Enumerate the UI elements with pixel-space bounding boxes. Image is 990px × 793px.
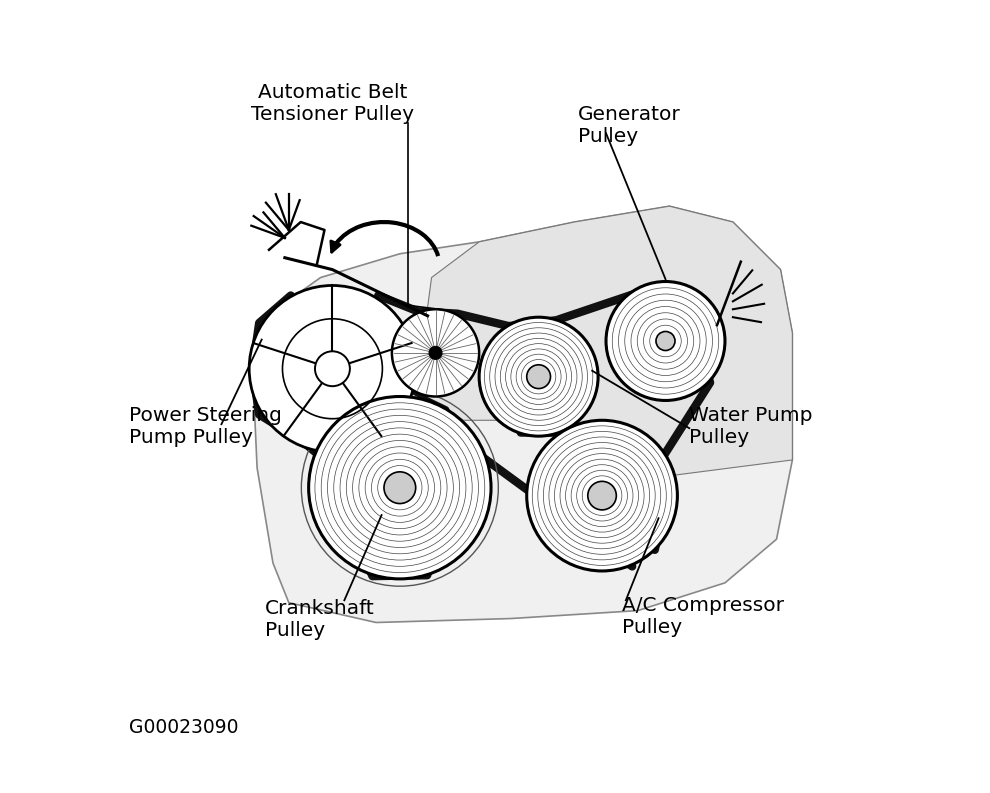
Polygon shape bbox=[253, 206, 792, 623]
Circle shape bbox=[309, 396, 491, 579]
Circle shape bbox=[315, 351, 349, 386]
Text: Automatic Belt
Tensioner Pulley: Automatic Belt Tensioner Pulley bbox=[250, 83, 414, 125]
Circle shape bbox=[430, 347, 442, 359]
Text: A/C Compressor
Pulley: A/C Compressor Pulley bbox=[622, 596, 784, 638]
Circle shape bbox=[392, 309, 479, 396]
Circle shape bbox=[384, 472, 416, 504]
Circle shape bbox=[527, 365, 550, 389]
Circle shape bbox=[588, 481, 617, 510]
Text: Power Steering
Pump Pulley: Power Steering Pump Pulley bbox=[129, 406, 281, 447]
Circle shape bbox=[249, 285, 416, 452]
Text: Generator
Pulley: Generator Pulley bbox=[578, 105, 681, 146]
Text: Crankshaft
Pulley: Crankshaft Pulley bbox=[265, 599, 375, 640]
Circle shape bbox=[606, 282, 725, 400]
Polygon shape bbox=[416, 206, 792, 476]
Circle shape bbox=[527, 420, 677, 571]
Text: G00023090: G00023090 bbox=[129, 718, 239, 737]
Text: Water Pump
Pulley: Water Pump Pulley bbox=[689, 406, 813, 447]
Circle shape bbox=[656, 331, 675, 351]
Circle shape bbox=[479, 317, 598, 436]
